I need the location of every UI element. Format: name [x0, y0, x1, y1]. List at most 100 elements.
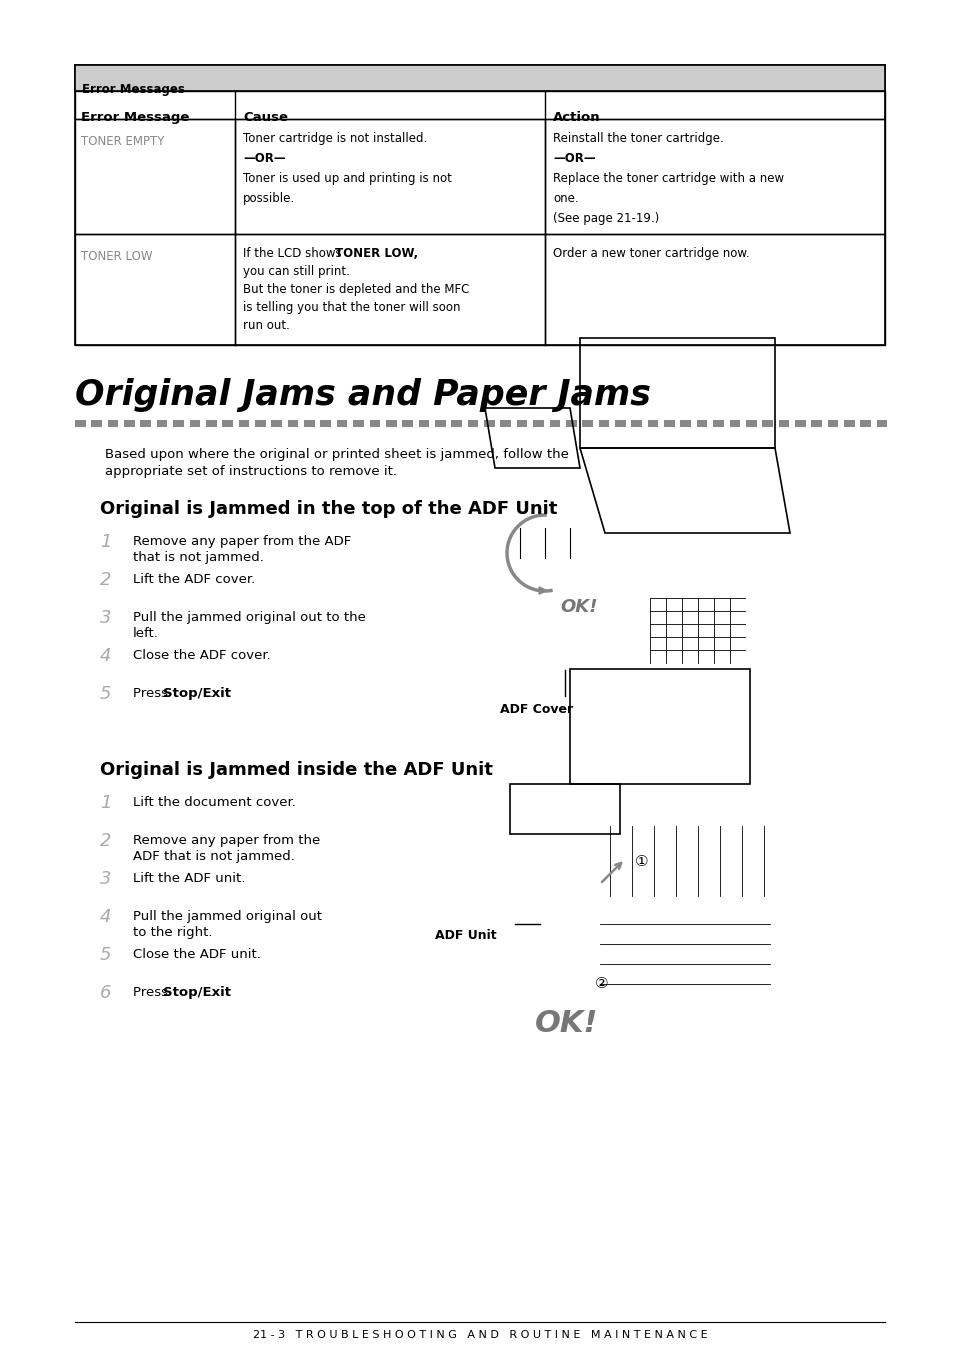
Bar	[140, 420, 151, 427]
Text: Lift the document cover.: Lift the document cover.	[132, 796, 295, 808]
Bar	[745, 420, 756, 427]
Bar	[761, 420, 772, 427]
Text: 3: 3	[100, 869, 112, 888]
Text: ADF Cover: ADF Cover	[499, 703, 573, 717]
Text: left.: left.	[132, 627, 159, 639]
Text: —OR—: —OR—	[553, 151, 595, 165]
Bar	[75, 234, 884, 345]
Bar	[108, 420, 118, 427]
Bar	[304, 420, 314, 427]
Bar	[631, 420, 641, 427]
Bar	[565, 420, 576, 427]
Bar	[533, 420, 543, 427]
Text: Action: Action	[553, 111, 600, 124]
Text: Stop/Exit: Stop/Exit	[163, 687, 231, 700]
Bar	[860, 420, 870, 427]
Text: OK!: OK!	[559, 598, 597, 617]
Text: Press: Press	[132, 986, 172, 999]
Bar	[435, 420, 445, 427]
Text: 6: 6	[100, 984, 112, 1002]
Bar	[173, 420, 184, 427]
Text: 4: 4	[100, 648, 112, 665]
Bar	[75, 119, 884, 234]
Bar	[75, 65, 884, 91]
Text: Toner is used up and printing is not: Toner is used up and printing is not	[243, 172, 452, 185]
Bar	[353, 420, 363, 427]
Text: that is not jammed.: that is not jammed.	[132, 552, 264, 564]
Text: is telling you that the toner will soon: is telling you that the toner will soon	[243, 301, 460, 314]
Text: Press: Press	[132, 687, 172, 700]
Text: 21 - 3   T R O U B L E S H O O T I N G   A N D   R O U T I N E   M A I N T E N A: 21 - 3 T R O U B L E S H O O T I N G A N…	[253, 1330, 706, 1340]
Bar	[729, 420, 740, 427]
Bar	[843, 420, 854, 427]
Text: (See page 21-19.): (See page 21-19.)	[553, 212, 659, 224]
Text: Original is Jammed inside the ADF Unit: Original is Jammed inside the ADF Unit	[100, 761, 493, 779]
Text: Error Messages: Error Messages	[82, 82, 185, 96]
Bar	[827, 420, 838, 427]
Text: 2: 2	[100, 571, 112, 589]
Bar	[876, 420, 886, 427]
Bar	[615, 420, 625, 427]
Text: Lift the ADF unit.: Lift the ADF unit.	[132, 872, 245, 886]
Bar	[238, 420, 249, 427]
Text: Remove any paper from the: Remove any paper from the	[132, 834, 320, 846]
Bar	[336, 420, 347, 427]
Text: 2: 2	[100, 831, 112, 850]
Text: .: .	[210, 986, 213, 999]
Text: Toner cartridge is not installed.: Toner cartridge is not installed.	[243, 132, 427, 145]
Text: Replace the toner cartridge with a new: Replace the toner cartridge with a new	[553, 172, 783, 185]
Text: appropriate set of instructions to remove it.: appropriate set of instructions to remov…	[105, 465, 396, 479]
Text: TONER LOW,: TONER LOW,	[335, 247, 417, 260]
Bar	[91, 420, 102, 427]
Text: you can still print.: you can still print.	[243, 265, 350, 279]
Text: Lift the ADF cover.: Lift the ADF cover.	[132, 573, 255, 585]
Bar	[206, 420, 216, 427]
Text: Close the ADF unit.: Close the ADF unit.	[132, 948, 260, 961]
Bar	[418, 420, 429, 427]
Text: 5: 5	[100, 946, 112, 964]
Text: Order a new toner cartridge now.: Order a new toner cartridge now.	[553, 247, 749, 260]
Bar	[386, 420, 396, 427]
Text: TONER LOW: TONER LOW	[81, 250, 152, 264]
Text: Based upon where the original or printed sheet is jammed, follow the: Based upon where the original or printed…	[105, 448, 568, 461]
Bar	[75, 91, 884, 119]
Text: 3: 3	[100, 608, 112, 627]
Bar	[190, 420, 200, 427]
Text: TONER EMPTY: TONER EMPTY	[81, 135, 164, 147]
Bar	[549, 420, 559, 427]
Text: —OR—: —OR—	[243, 151, 285, 165]
Bar	[75, 420, 86, 427]
Bar	[483, 420, 495, 427]
Bar	[320, 420, 331, 427]
Bar	[517, 420, 527, 427]
Text: Remove any paper from the ADF: Remove any paper from the ADF	[132, 535, 351, 548]
Text: Reinstall the toner cartridge.: Reinstall the toner cartridge.	[553, 132, 723, 145]
Text: ADF that is not jammed.: ADF that is not jammed.	[132, 850, 294, 863]
Text: But the toner is depleted and the MFC: But the toner is depleted and the MFC	[243, 283, 469, 296]
Bar	[696, 420, 707, 427]
Bar	[647, 420, 658, 427]
Bar	[713, 420, 723, 427]
Bar	[663, 420, 674, 427]
Bar	[794, 420, 804, 427]
Text: Pull the jammed original out: Pull the jammed original out	[132, 910, 322, 923]
Bar	[467, 420, 477, 427]
Text: .: .	[210, 687, 213, 700]
Bar	[75, 65, 884, 345]
Bar	[451, 420, 461, 427]
Text: Close the ADF cover.: Close the ADF cover.	[132, 649, 271, 662]
Text: to the right.: to the right.	[132, 926, 213, 940]
Text: Original is Jammed in the top of the ADF Unit: Original is Jammed in the top of the ADF…	[100, 500, 557, 518]
Text: Error Message: Error Message	[81, 111, 190, 124]
Bar	[581, 420, 592, 427]
Text: ①: ①	[635, 854, 648, 869]
Bar	[778, 420, 788, 427]
Text: one.: one.	[553, 192, 578, 206]
Bar	[500, 420, 511, 427]
Text: 1: 1	[100, 533, 112, 552]
Bar	[271, 420, 282, 427]
Text: run out.: run out.	[243, 319, 290, 333]
Bar	[810, 420, 821, 427]
Text: 4: 4	[100, 909, 112, 926]
Bar	[156, 420, 168, 427]
